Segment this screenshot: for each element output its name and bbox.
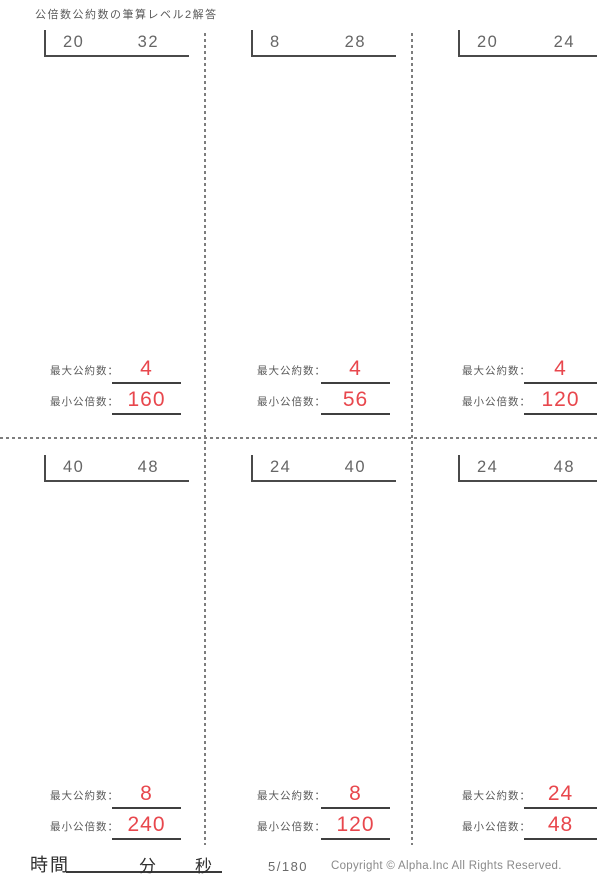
gcd-label: 最大公約数：: [50, 790, 119, 802]
problem-cell-4: 40 48 最大公約数： 8 最小公倍数： 240: [0, 455, 205, 850]
lcm-row: 最小公倍数： 48: [412, 814, 600, 840]
gcd-label: 最大公約数：: [257, 365, 326, 377]
lcm-label: 最小公倍数：: [462, 821, 531, 833]
gcd-label: 最大公約数：: [462, 365, 531, 377]
problem-number-right: 28: [344, 33, 366, 51]
problem-number-right: 48: [553, 458, 575, 476]
gcd-row: 最大公約数： 24: [412, 783, 600, 809]
division-bracket: 24 40: [251, 455, 396, 482]
page-title: 公倍数公約数の筆算レベル2解答: [35, 9, 218, 21]
problem-number-left: 8: [270, 33, 281, 51]
gcd-row: 最大公約数： 8: [0, 783, 205, 809]
problem-number-left: 20: [63, 33, 85, 51]
division-bracket: 20 24: [458, 30, 597, 57]
lcm-answer: 56: [321, 389, 390, 415]
lcm-row: 最小公倍数： 56: [207, 389, 412, 415]
gcd-answer: 8: [112, 783, 181, 809]
problem-cell-1: 20 32 最大公約数： 4 最小公倍数： 160: [0, 30, 205, 425]
gcd-answer: 4: [524, 358, 597, 384]
division-bracket: 20 32: [44, 30, 189, 57]
division-bracket: 40 48: [44, 455, 189, 482]
problem-number-left: 24: [477, 458, 499, 476]
problem-cell-2: 8 28 最大公約数： 4 最小公倍数： 56: [207, 30, 412, 425]
lcm-label: 最小公倍数：: [257, 821, 326, 833]
time-label: 時間: [30, 855, 70, 876]
time-answer-line: [66, 871, 222, 873]
lcm-label: 最小公倍数：: [50, 821, 119, 833]
problem-number-left: 40: [63, 458, 85, 476]
lcm-label: 最小公倍数：: [257, 396, 326, 408]
problem-number-right: 24: [553, 33, 575, 51]
problem-number-right: 48: [137, 458, 159, 476]
gcd-row: 最大公約数： 4: [207, 358, 412, 384]
problem-number-left: 24: [270, 458, 292, 476]
gcd-answer: 4: [112, 358, 181, 384]
minutes-label: 分: [139, 857, 156, 877]
lcm-row: 最小公倍数： 160: [0, 389, 205, 415]
lcm-label: 最小公倍数：: [50, 396, 119, 408]
column-divider-1: [204, 33, 206, 845]
page-number: 5/180: [268, 859, 309, 874]
division-bracket: 24 48: [458, 455, 597, 482]
lcm-answer: 240: [112, 814, 181, 840]
division-bracket: 8 28: [251, 30, 396, 57]
seconds-label: 秒: [195, 857, 212, 877]
problem-number-right: 40: [344, 458, 366, 476]
problem-cell-6: 24 48 最大公約数： 24 最小公倍数： 48: [412, 455, 600, 850]
lcm-answer: 160: [112, 389, 181, 415]
lcm-answer: 120: [524, 389, 597, 415]
gcd-row: 最大公約数： 4: [412, 358, 600, 384]
gcd-answer: 4: [321, 358, 390, 384]
lcm-answer: 48: [524, 814, 597, 840]
lcm-row: 最小公倍数： 120: [207, 814, 412, 840]
gcd-label: 最大公約数：: [462, 790, 531, 802]
problem-number-right: 32: [137, 33, 159, 51]
gcd-row: 最大公約数： 4: [0, 358, 205, 384]
lcm-label: 最小公倍数：: [462, 396, 531, 408]
gcd-label: 最大公約数：: [50, 365, 119, 377]
problem-cell-5: 24 40 最大公約数： 8 最小公倍数： 120: [207, 455, 412, 850]
gcd-answer: 8: [321, 783, 390, 809]
gcd-row: 最大公約数： 8: [207, 783, 412, 809]
lcm-answer: 120: [321, 814, 390, 840]
lcm-row: 最小公倍数： 120: [412, 389, 600, 415]
gcd-label: 最大公約数：: [257, 790, 326, 802]
lcm-row: 最小公倍数： 240: [0, 814, 205, 840]
problem-cell-3: 20 24 最大公約数： 4 最小公倍数： 120: [412, 30, 600, 425]
copyright: Copyright © Alpha.Inc All Rights Reserve…: [331, 860, 562, 872]
row-divider: [0, 437, 600, 439]
gcd-answer: 24: [524, 783, 597, 809]
column-divider-2: [411, 33, 413, 845]
problem-number-left: 20: [477, 33, 499, 51]
